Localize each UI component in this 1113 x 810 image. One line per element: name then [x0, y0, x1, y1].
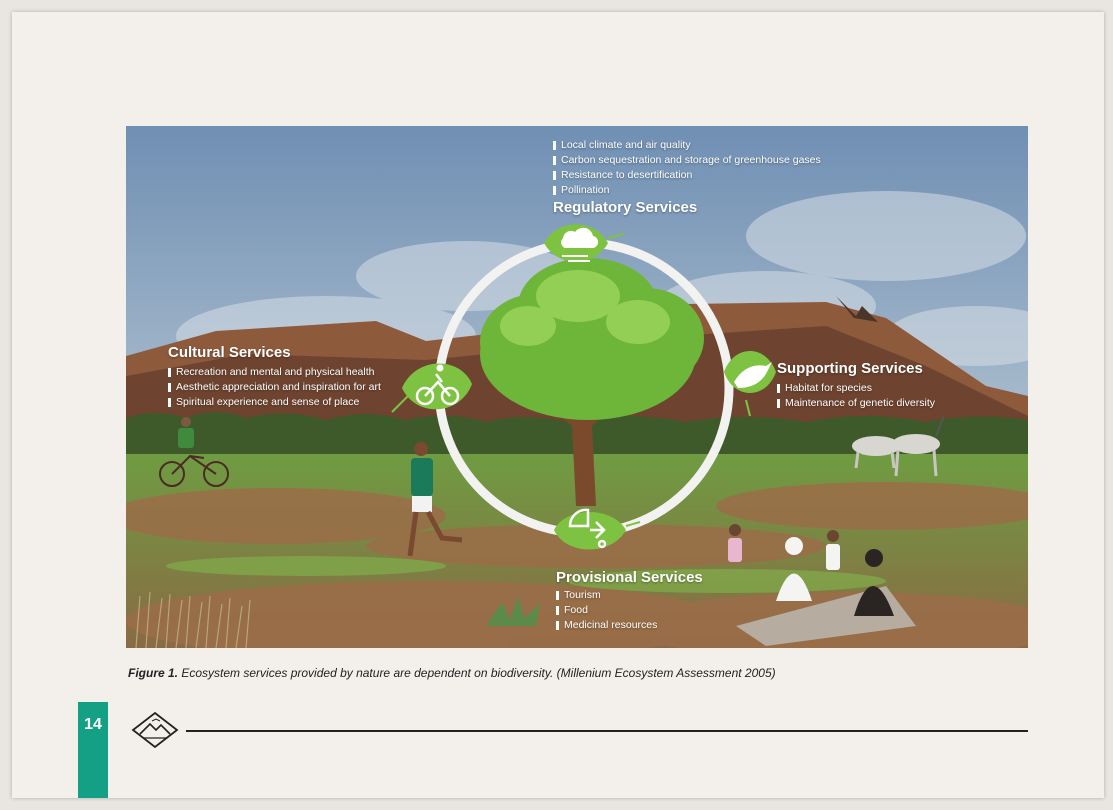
- document-page: Local climate and air quality Carbon seq…: [12, 12, 1104, 798]
- list-item: Carbon sequestration and storage of gree…: [553, 153, 821, 168]
- regulatory-services-title: Regulatory Services: [553, 199, 698, 216]
- list-item: Aesthetic appreciation and inspiration f…: [168, 380, 381, 395]
- list-item: Tourism: [556, 588, 703, 603]
- regulatory-services-list: Local climate and air quality Carbon seq…: [553, 138, 821, 198]
- list-item: Food: [556, 603, 703, 618]
- supporting-services-title: Supporting Services: [777, 360, 923, 377]
- page-number-tab: 14: [78, 702, 108, 798]
- page-number: 14: [84, 716, 102, 733]
- cultural-services-block: Cultural Services Recreation and mental …: [168, 344, 381, 410]
- list-item: Recreation and mental and physical healt…: [168, 365, 381, 380]
- food-chart-icon: [554, 508, 641, 550]
- landscape-scene: [126, 126, 1028, 648]
- list-item: Spiritual experience and sense of place: [168, 395, 381, 410]
- figure-caption-text: Ecosystem services provided by nature ar…: [178, 666, 776, 680]
- provisional-services-title: Provisional Services: [556, 569, 703, 586]
- ecosystem-illustration: Local climate and air quality Carbon seq…: [126, 126, 1028, 648]
- list-item: Maintenance of genetic diversity: [777, 396, 935, 411]
- provisional-services-list: Tourism Food Medicinal resources: [556, 588, 703, 633]
- cloud-wind-icon: [544, 224, 625, 262]
- provisional-services-block: Provisional Services Tourism Food Medici…: [556, 569, 703, 633]
- list-item: Habitat for species: [777, 381, 935, 396]
- list-item: Medicinal resources: [556, 618, 703, 633]
- supporting-services-list: Habitat for species Maintenance of genet…: [777, 381, 935, 411]
- cultural-services-list: Recreation and mental and physical healt…: [168, 365, 381, 410]
- cultural-services-title: Cultural Services: [168, 344, 291, 361]
- list-item: Resistance to desertification: [553, 168, 821, 183]
- footer-divider: [186, 730, 1028, 732]
- list-item: Pollination: [553, 183, 821, 198]
- bird-icon: [724, 351, 776, 417]
- figure-caption-label: Figure 1.: [128, 666, 179, 680]
- cyclist-icon: [391, 363, 472, 413]
- regulatory-services-block: Local climate and air quality Carbon seq…: [553, 138, 821, 216]
- mountain-badge-icon: [130, 710, 180, 750]
- supporting-services-block: Supporting Services Habitat for species …: [777, 360, 935, 411]
- list-item: Local climate and air quality: [553, 138, 821, 153]
- figure-caption: Figure 1. Ecosystem services provided by…: [128, 666, 776, 680]
